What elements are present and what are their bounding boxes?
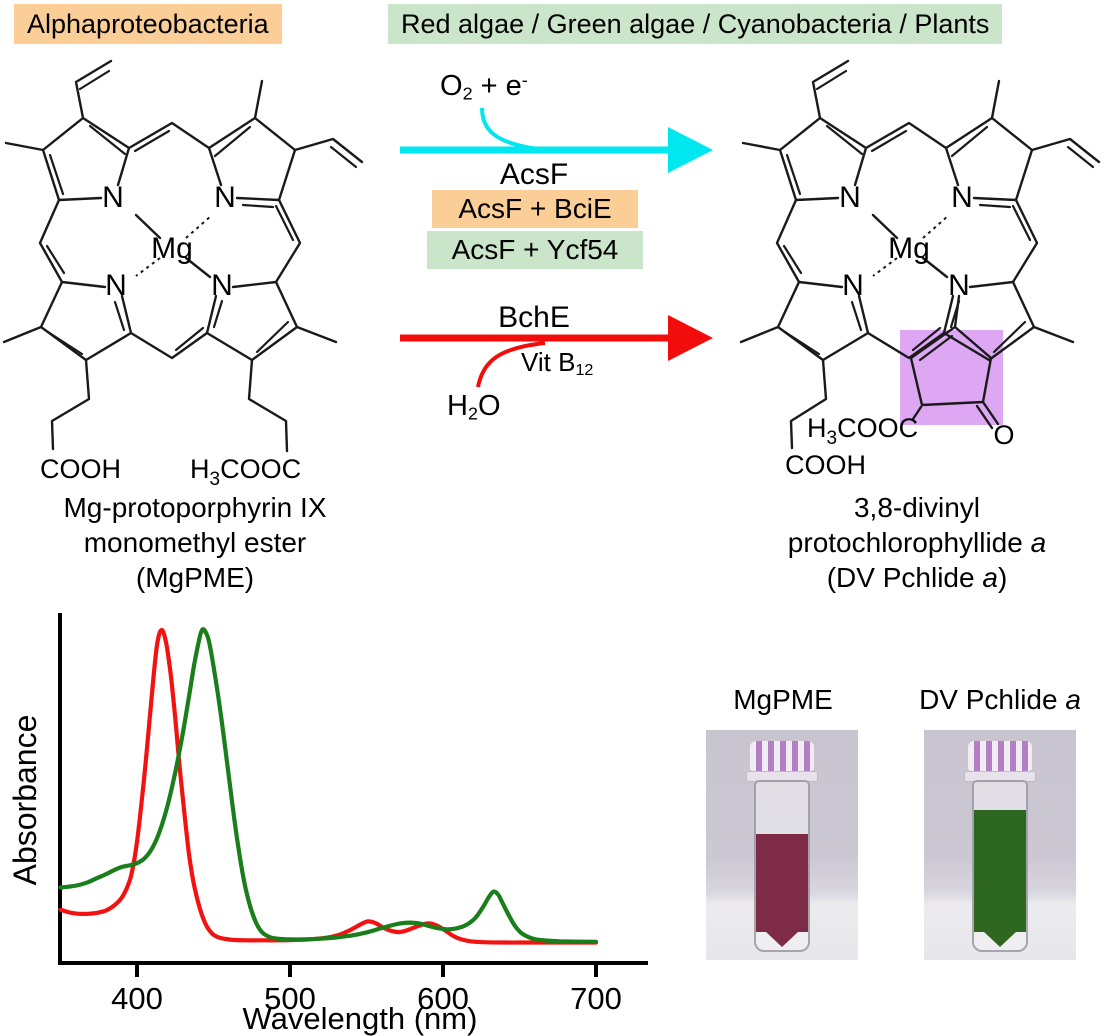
tube-cap [749,740,815,772]
n-atom-label: N [102,181,124,214]
x-tick-label: 500 [264,981,316,1016]
tube-body [972,780,1028,952]
mgpme-structure: Mg N N N N COOH H3COOC [2,59,364,485]
mg-atom-label: Mg [888,232,930,265]
ester-label: H3COOC [807,413,918,449]
acsf-enzyme-label: AcsF [499,158,569,191]
n-atom-label: N [214,181,236,214]
mgpme-caption-line2: monomethyl ester [83,527,307,558]
green-liquid [974,810,1026,932]
mgpme-coordination-bonds [135,214,213,277]
alphaproteobacteria-badge: Alphaproteobacteria [14,4,282,44]
dv-pchlide-photo-label: DV Pchlide a [919,684,1081,715]
dv-pchlide-caption: 3,8-divinyl protochlorophyllide a (DV Pc… [727,490,1105,595]
cooh-label: COOH [785,450,866,480]
x-tick-label: 700 [570,981,622,1016]
dv-pchlide-structure: Mg N N N N O H3COOC COOH [739,59,1101,480]
vitamin-b12-label: Vit B12 [521,347,594,380]
spectrum-curve-mgpme [58,627,599,945]
acsf-ycf54-box: AcsF + Ycf54 [427,231,643,269]
mgpme-caption-line3: (MgPME) [135,562,255,593]
mg-atom-label: Mg [151,232,193,265]
oxygen-cofactor-curve [480,107,539,151]
tube-cap [967,740,1033,772]
n-atom-label: N [951,181,973,214]
spectrum-curve-dv-pchlide-a [58,627,599,944]
n-atom-label: N [948,269,970,302]
mgpme-caption-line1: Mg-protoporphyrin IX [63,492,327,523]
mgpme-double-bonds [45,69,358,356]
algae-plants-badge: Red algae / Green algae / Cyanobacteria … [388,4,1003,44]
mgpme-bonds [2,59,364,453]
bche-arrow-head [668,315,713,361]
absorbance-spectrum-chart: Absorbance Wavelength (nm) 400 500 600 700 [7,613,648,1036]
bche-enzyme-label: BchE [498,301,570,334]
water-label: H2O [447,390,501,424]
ketone-double-bond [975,400,1000,430]
dv-pchlide-caption-line2: protochlorophyllide a [787,527,1047,558]
red-liquid [756,834,808,932]
dv-pchlide-tube-photo [924,730,1076,960]
acsf-bcie-box: AcsF + BciE [432,190,638,228]
n-atom-label: N [105,269,127,302]
dv-pchlide-caption-line1: 3,8-divinyl [853,492,981,523]
cyclopentanone-ring-bonds [909,294,993,421]
x-axis-label: Wavelength (nm) [243,1001,478,1036]
water-cofactor-curve [476,341,546,388]
n-atom-label: N [842,269,864,302]
y-axis-label: Absorbance [7,715,43,886]
dv-pchlide-bonds [739,59,1101,450]
cyclopentanone-double-bond [918,334,954,362]
mgpme-caption: Mg-protoporphyrin IX monomethyl ester (M… [5,490,385,595]
tube-cone-tip [765,931,799,947]
tube-cone-tip [983,931,1017,947]
ester-label: H3COOC [190,454,301,485]
dv-pchlide-double-bonds [782,69,1095,356]
dv-pchlide-caption-line3: (DV Pchlide a) [826,562,1008,593]
tube-body [754,780,810,952]
acsf-arrow-head [668,127,713,173]
x-tick-label: 600 [417,981,469,1016]
n-atom-label: N [839,181,861,214]
mgpme-photo-label: MgPME [733,684,833,715]
reaction-arrows [400,107,713,388]
oxygen-electron-label: O2 + e- [440,70,528,104]
x-tick-label: 400 [111,981,163,1016]
cooh-label: COOH [40,454,121,484]
ketone-o-label: O [993,420,1014,450]
mgpme-tube-photo [706,730,858,960]
dv-pchlide-coordination-bonds [872,214,950,277]
n-atom-label: N [211,269,233,302]
